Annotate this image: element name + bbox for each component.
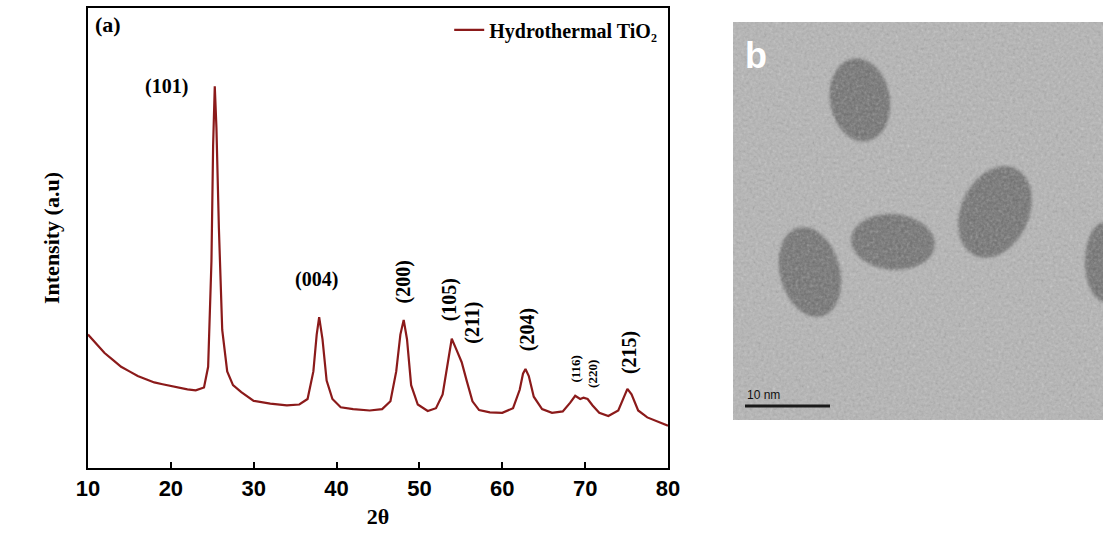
- svg-text:40: 40: [324, 476, 348, 501]
- svg-text:Intensity (a.u): Intensity (a.u): [39, 172, 64, 304]
- svg-text:(215): (215): [618, 331, 641, 374]
- svg-text:10: 10: [76, 476, 100, 501]
- svg-text:(a): (a): [95, 12, 121, 37]
- svg-text:(211): (211): [461, 302, 484, 344]
- svg-text:30: 30: [241, 476, 265, 501]
- svg-text:(204): (204): [516, 308, 539, 351]
- svg-text:(200): (200): [392, 260, 415, 303]
- svg-text:20: 20: [159, 476, 183, 501]
- svg-text:(004): (004): [295, 268, 338, 291]
- svg-text:b: b: [745, 35, 767, 76]
- svg-text:Hydrothermal TiO₂: Hydrothermal TiO₂: [489, 20, 657, 43]
- svg-text:(220): (220): [585, 360, 600, 388]
- svg-text:60: 60: [490, 476, 514, 501]
- svg-text:10 nm: 10 nm: [747, 388, 780, 402]
- svg-text:2θ: 2θ: [367, 504, 389, 529]
- svg-text:(116): (116): [568, 355, 583, 382]
- svg-text:70: 70: [573, 476, 597, 501]
- svg-text:(105): (105): [438, 278, 461, 321]
- svg-text:50: 50: [407, 476, 431, 501]
- svg-text:80: 80: [656, 476, 680, 501]
- svg-text:(101): (101): [145, 75, 188, 98]
